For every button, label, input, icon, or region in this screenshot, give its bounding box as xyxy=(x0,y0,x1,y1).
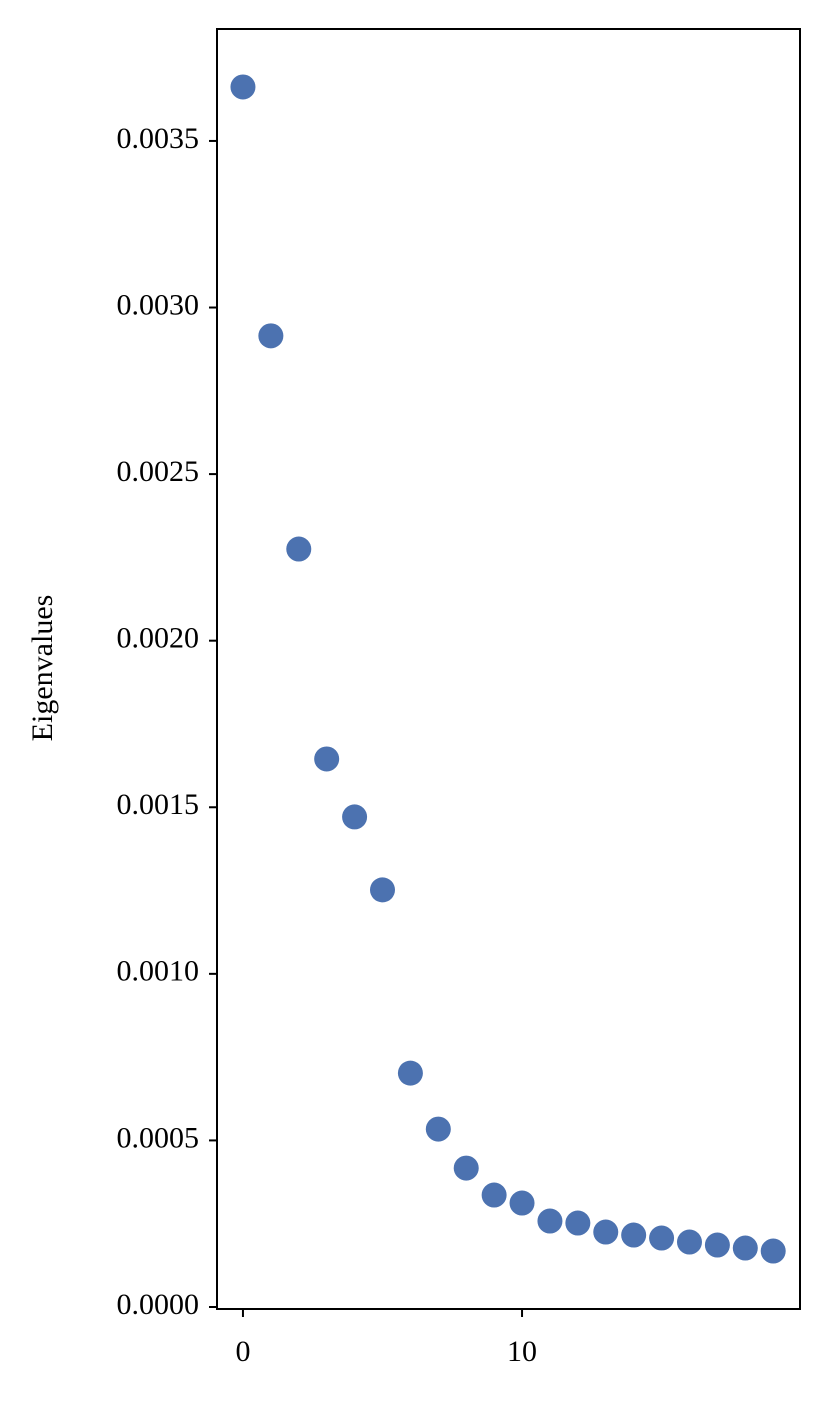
point xyxy=(621,1222,647,1248)
point xyxy=(342,804,368,830)
y-tick-label: 0.0005 xyxy=(117,1121,200,1154)
axes-frame xyxy=(216,28,801,1310)
point xyxy=(565,1210,591,1236)
point xyxy=(258,323,284,349)
point xyxy=(676,1229,702,1255)
point xyxy=(593,1219,619,1245)
y-axis-label: Eigenvalues xyxy=(26,595,59,742)
y-tick-label: 0.0035 xyxy=(117,122,200,155)
x-tick-label: 0 xyxy=(235,1335,250,1368)
y-tick-label: 0.0015 xyxy=(117,788,200,821)
y-tick-label: 0.0025 xyxy=(117,455,200,488)
point xyxy=(509,1190,535,1216)
y-tick-label: 0.0000 xyxy=(117,1288,200,1321)
x-tick-label: 10 xyxy=(507,1335,537,1368)
point xyxy=(732,1235,758,1261)
point xyxy=(649,1225,675,1251)
point xyxy=(397,1060,423,1086)
y-tick-label: 0.0030 xyxy=(117,288,200,321)
point xyxy=(704,1232,730,1258)
point xyxy=(314,746,340,772)
point xyxy=(230,74,256,100)
point xyxy=(760,1238,786,1264)
point xyxy=(453,1155,479,1181)
point xyxy=(369,877,395,903)
point xyxy=(425,1116,451,1142)
y-tick-label: 0.0010 xyxy=(117,955,200,988)
point xyxy=(481,1182,507,1208)
point xyxy=(286,536,312,562)
point xyxy=(537,1208,563,1234)
y-tick-label: 0.0020 xyxy=(117,622,200,655)
